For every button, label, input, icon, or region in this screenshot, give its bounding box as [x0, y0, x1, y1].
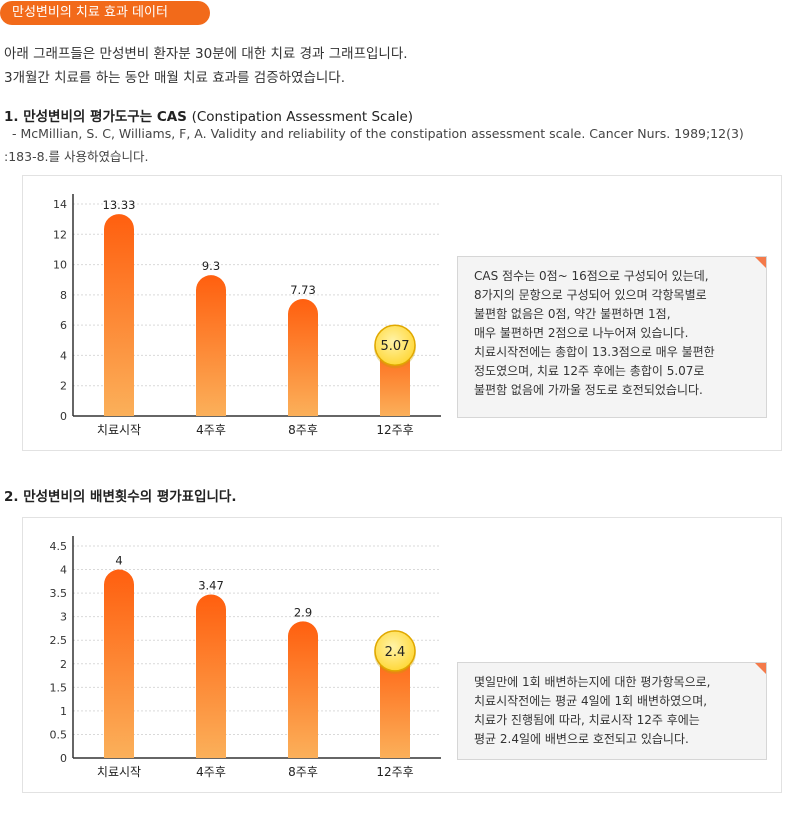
x-tick-label: 4주후 [196, 765, 226, 779]
section1-title-en: (Constipation Assessment Scale) [191, 109, 414, 125]
bar [380, 644, 410, 758]
note-line: 평균 2.4일에 배변으로 호전되고 있습니다. [474, 732, 689, 746]
y-tick-label: 0.5 [50, 728, 68, 741]
chart1-note: CAS 점수는 0점~ 16점으로 구성되어 있는데, 8가지의 문항으로 구성… [457, 256, 767, 418]
y-tick-label: 6 [60, 319, 67, 332]
note-line: 치료시작전에는 평균 4일에 1회 배변하였으며, [474, 694, 708, 708]
section1-title-ko: 1. 만성변비의 평가도구는 CAS [4, 109, 187, 125]
data-label: 2.4 [385, 645, 406, 660]
y-tick-label: 10 [53, 259, 67, 272]
y-tick-label: 1.5 [50, 681, 68, 694]
chart2-note: 몇일만에 1회 배변하는지에 대한 평가항목으로, 치료시작전에는 평균 4일에… [457, 662, 767, 760]
y-tick-label: 3 [60, 611, 67, 624]
note-line: 불편함 없음은 0점, 약간 불편하면 1점, [474, 307, 671, 321]
bar [288, 621, 318, 758]
note-line: 치료시작전에는 총합이 13.3점으로 매우 불편한 [474, 345, 715, 359]
section-pill-title: 만성변비의 치료 효과 데이터 [0, 1, 210, 25]
data-label: 4 [115, 554, 122, 568]
reference-line-2: :183-8.를 사용하였습니다. [4, 149, 149, 164]
chart2-panel: 0 0.5 1 1.5 2 2.5 3 3.5 4 4.5 치료시작 4 4주후 3.47 8주후 2.9 12… [22, 517, 782, 793]
y-tick-label: 4 [60, 349, 67, 362]
chart1-panel: 0 2 4 6 8 10 12 14 치료시작 13.33 4주후 9.3 8주후 7.73 12주후 5.0… [22, 175, 782, 451]
x-tick-label: 8주후 [288, 765, 318, 779]
note-line: 몇일만에 1회 배변하는지에 대한 평가항목으로, [474, 675, 711, 689]
x-tick-label: 12주후 [376, 765, 413, 779]
note-corner [755, 257, 766, 268]
y-tick-label: 12 [53, 228, 67, 241]
y-tick-label: 2.5 [50, 634, 68, 647]
note-line: 매우 불편하면 2점으로 나누어져 있습니다. [474, 326, 689, 340]
reference-line-1: - McMillian, S. C, Williams, F, A. Valid… [12, 126, 744, 141]
note-corner [755, 663, 766, 674]
y-tick-label: 1 [60, 705, 67, 718]
note-line: 8가지의 문항으로 구성되어 있으며 각항목별로 [474, 288, 707, 302]
y-tick-label: 4 [60, 564, 67, 577]
note-line: 정도였으며, 치료 12주 후에는 총합이 5.07로 [474, 364, 705, 378]
y-tick-label: 8 [60, 289, 67, 302]
x-tick-label: 12주후 [376, 423, 413, 437]
x-tick-label: 8주후 [288, 423, 318, 437]
data-label: 7.73 [290, 283, 316, 297]
y-tick-label: 2 [60, 658, 67, 671]
note-line: 치료가 진행됨에 따라, 치료시작 12주 후에는 [474, 713, 700, 727]
bar [104, 569, 134, 758]
data-label: 3.47 [198, 579, 224, 593]
x-tick-label: 치료시작 [97, 423, 141, 437]
y-tick-label: 4.5 [50, 540, 68, 553]
note-line: 불편함 없음에 가까울 정도로 호전되었습니다. [474, 383, 703, 397]
x-tick-label: 치료시작 [97, 765, 141, 779]
y-tick-label: 0 [60, 752, 67, 765]
section1-title: 1. 만성변비의 평가도구는 CAS (Constipation Assessm… [4, 105, 413, 125]
y-tick-label: 3.5 [50, 587, 68, 600]
section2-title: 2. 만성변비의 배변횟수의 평가표입니다. [4, 489, 237, 505]
bar [288, 298, 318, 416]
bar [104, 214, 134, 416]
cas-score-chart: 0 2 4 6 8 10 12 14 치료시작 13.33 4주후 9.3 8주후 7.73 12주후 5.0… [53, 194, 441, 437]
highlight-badge [374, 630, 416, 672]
intro-line-2: 3개월간 치료를 하는 동안 매월 치료 효과를 검증하였습니다. [4, 70, 345, 86]
highlight-badge [374, 324, 416, 366]
note-line: CAS 점수는 0점~ 16점으로 구성되어 있는데, [474, 269, 709, 283]
data-label: 13.33 [103, 198, 136, 212]
y-tick-label: 0 [60, 410, 67, 423]
data-label: 9.3 [202, 259, 220, 273]
data-label: 5.07 [381, 339, 410, 354]
x-tick-label: 4주후 [196, 423, 226, 437]
bowel-frequency-chart: 0 0.5 1 1.5 2 2.5 3 3.5 4 4.5 치료시작 4 4주후 3.47 8주후 2.9 12… [50, 536, 441, 779]
bar [196, 594, 226, 758]
y-tick-label: 2 [60, 380, 67, 393]
data-label: 2.9 [294, 605, 312, 619]
intro-line-1: 아래 그래프들은 만성변비 환자분 30분에 대한 치료 경과 그래프입니다. [4, 46, 408, 62]
y-tick-label: 14 [53, 198, 67, 211]
bar [196, 275, 226, 416]
